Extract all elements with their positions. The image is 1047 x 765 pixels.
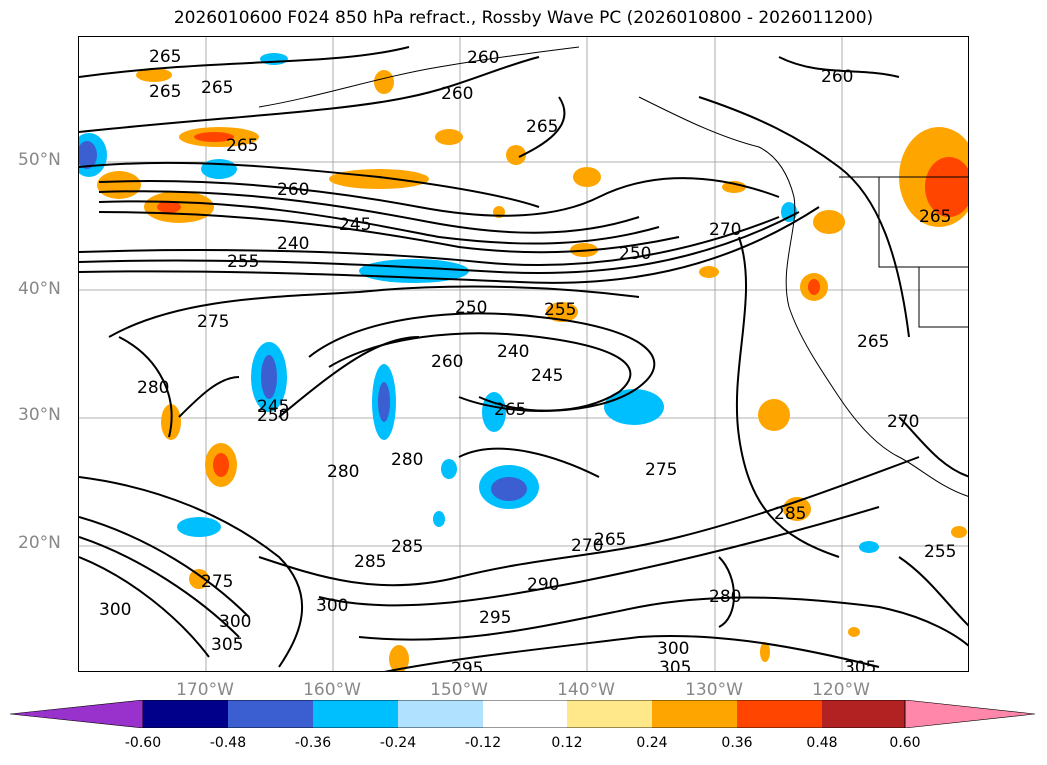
- contour-label: 280: [391, 450, 423, 470]
- lon-label-160w: 160°W: [303, 680, 361, 700]
- lon-label-140w: 140°W: [557, 680, 615, 700]
- contour-label: 260: [467, 48, 499, 68]
- contour-labels: 265 265 265 260 260 260 265 265 260 250 …: [99, 47, 956, 672]
- contour-label: 270: [887, 412, 919, 432]
- map-panel: 265 265 265 260 260 260 265 265 260 250 …: [78, 36, 969, 672]
- coastline: [258, 46, 968, 497]
- colorbar-tick: -0.12: [464, 735, 502, 751]
- lat-label-20n: 20°N: [18, 533, 61, 553]
- lon-label-170w: 170°W: [176, 680, 234, 700]
- graticule: [79, 37, 968, 671]
- contour-label: 245: [257, 397, 289, 417]
- colorbar-tick: -0.24: [379, 735, 417, 751]
- contour-label: 290: [527, 575, 559, 595]
- contour-label: 265: [919, 207, 951, 227]
- colorbar-segment: [313, 700, 398, 728]
- contour-label: 265: [526, 117, 558, 137]
- lon-label-120w: 120°W: [812, 680, 870, 700]
- contour-label: 240: [497, 342, 529, 362]
- contour-label: 270: [571, 536, 603, 556]
- lon-label-130w: 130°W: [685, 680, 743, 700]
- colorbar-tick: -0.36: [294, 735, 332, 751]
- colorbar-tick: -0.48: [209, 735, 247, 751]
- contour-label: 265: [494, 400, 526, 420]
- contour-label: 255: [544, 300, 576, 320]
- contour-label: 305: [844, 658, 876, 672]
- contour-label: 240: [277, 234, 309, 254]
- contour-label: 305: [211, 635, 243, 655]
- contour-label: 295: [479, 608, 511, 628]
- contour-label: 265: [226, 136, 258, 156]
- lon-label-150w: 150°W: [430, 680, 488, 700]
- contour-label: 265: [594, 530, 626, 550]
- colorbar-tick: 0.48: [806, 735, 838, 751]
- contour-label: 270: [709, 220, 741, 240]
- contour-label: 285: [774, 504, 806, 524]
- lat-label-50n: 50°N: [18, 150, 61, 170]
- shading-positive: [97, 68, 968, 671]
- colorbar-extend-min: [10, 700, 144, 728]
- contour-label: 245: [531, 366, 563, 386]
- contour-label: 265: [857, 332, 889, 352]
- contour-label: 280: [709, 587, 741, 607]
- colorbar-extend-max: [904, 700, 1036, 728]
- colorbar-segment: [652, 700, 737, 728]
- contour-label: 250: [619, 244, 651, 264]
- contour-label: 300: [99, 600, 131, 620]
- colorbar-segment: [822, 700, 905, 728]
- contour-label: 250: [257, 406, 289, 426]
- colorbar-tick: 0.36: [721, 735, 753, 751]
- lat-label-30n: 30°N: [18, 405, 61, 425]
- chart-title: 2026010600 F024 850 hPa refract., Rossby…: [173, 8, 874, 28]
- contour-label: 255: [227, 252, 259, 272]
- contour-label: 265: [149, 82, 181, 102]
- contour-label: 275: [645, 460, 677, 480]
- contour-label: 275: [197, 312, 229, 332]
- contour-label: 280: [327, 462, 359, 482]
- contours: [79, 46, 968, 671]
- colorbar-segment: [737, 700, 822, 728]
- contour-label: 260: [277, 180, 309, 200]
- colorbar-tick: 0.60: [889, 735, 921, 751]
- contour-label: 300: [219, 612, 251, 632]
- contour-label: 275: [201, 572, 233, 592]
- contour-label: 260: [821, 67, 853, 87]
- colorbar-segment: [143, 700, 228, 728]
- colorbar-tick: 0.24: [636, 735, 668, 751]
- colorbar-segment: [228, 700, 313, 728]
- contour-label: 295: [451, 659, 483, 672]
- contour-label: 300: [316, 596, 348, 616]
- contour-label: 305: [659, 658, 691, 672]
- colorbar-segment: [567, 700, 652, 728]
- contour-label: 280: [137, 378, 169, 398]
- colorbar-segment: [398, 700, 483, 728]
- map-svg: 265 265 265 260 260 260 265 265 260 250 …: [79, 37, 968, 672]
- colorbar-tick: -0.60: [124, 735, 162, 751]
- contour-label: 260: [431, 352, 463, 372]
- colorbar: [10, 700, 1036, 728]
- contour-label: 260: [441, 84, 473, 104]
- colorbar-tick: 0.12: [551, 735, 583, 751]
- colorbar-segment: [483, 700, 567, 728]
- contour-label: 285: [354, 552, 386, 572]
- contour-label: 245: [339, 215, 371, 235]
- lat-label-40n: 40°N: [18, 279, 61, 299]
- contour-label: 265: [201, 78, 233, 98]
- contour-label: 265: [149, 47, 181, 67]
- contour-label: 250: [455, 298, 487, 318]
- contour-label: 285: [391, 537, 423, 557]
- contour-label: 300: [657, 639, 689, 659]
- contour-label: 255: [924, 542, 956, 562]
